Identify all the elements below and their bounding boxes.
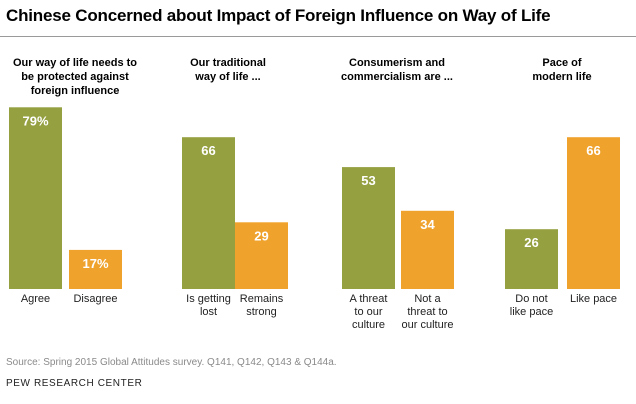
panel-4-subtitle: Pace of modern life	[487, 56, 636, 84]
chart-title: Chinese Concerned about Impact of Foreig…	[6, 6, 551, 25]
bar-value-label: 17%	[82, 256, 108, 271]
bar-value-label: 34	[420, 217, 435, 232]
panel-3-subtitle: Consumerism and commercialism are ...	[322, 56, 472, 84]
category-label: Agree	[21, 293, 50, 305]
category-label: strong	[246, 306, 277, 318]
bar-value-label: 29	[254, 228, 268, 243]
category-label: threat to	[407, 306, 447, 318]
category-label: lost	[200, 306, 217, 318]
category-label: culture	[352, 319, 385, 331]
category-label: like pace	[510, 306, 553, 318]
bar-panel-2-first	[182, 137, 235, 289]
category-label: our culture	[402, 319, 454, 331]
bar-panel-1-second	[69, 249, 122, 289]
category-label: A threat	[350, 293, 388, 305]
panel-1-subtitle-line: be protected against	[21, 71, 129, 83]
bar-value-label: 53	[361, 173, 375, 188]
panel-3-subtitle-line: Consumerism and	[349, 57, 445, 69]
panel-2-subtitle-line: way of life ...	[195, 71, 261, 83]
bar-value-label: 79%	[22, 113, 48, 128]
bar-value-label: 26	[524, 235, 538, 250]
panel-1-subtitle-line: Our way of life needs to	[12, 57, 138, 69]
category-label: Like pace	[570, 293, 617, 305]
panel-4-subtitle-line: Pace of	[542, 57, 582, 69]
category-label: Do not	[515, 293, 547, 305]
category-label: Is getting	[186, 293, 231, 305]
panel-2-subtitle-line: Our traditional	[190, 57, 266, 69]
bar-panel-1-first	[9, 107, 62, 289]
panel-1-subtitle: Our way of life needs to be protected ag…	[0, 56, 150, 98]
source-note: Source: Spring 2015 Global Attitudes sur…	[6, 357, 337, 368]
category-label: Disagree	[73, 293, 117, 305]
category-label: to our	[354, 306, 382, 318]
bar-panel-3-first	[342, 167, 395, 289]
panel-2-subtitle: Our traditional way of life ...	[153, 56, 303, 84]
panel-4-subtitle-line: modern life	[532, 71, 592, 83]
bar-panel-2-second	[235, 222, 288, 289]
bar-value-label: 66	[586, 143, 600, 158]
bar-panel-4-second	[567, 137, 620, 289]
category-label: Remains	[240, 293, 284, 305]
brand-footer: PEW RESEARCH CENTER	[6, 378, 143, 389]
panel-3-subtitle-line: commercialism are ...	[341, 71, 453, 83]
bar-panel-4-first	[505, 229, 558, 289]
category-label: Not a	[414, 293, 441, 305]
bar-value-label: 66	[201, 143, 215, 158]
title-divider	[0, 36, 636, 37]
panel-1-subtitle-line: foreign influence	[30, 85, 120, 97]
bar-panel-3-second	[401, 210, 454, 289]
